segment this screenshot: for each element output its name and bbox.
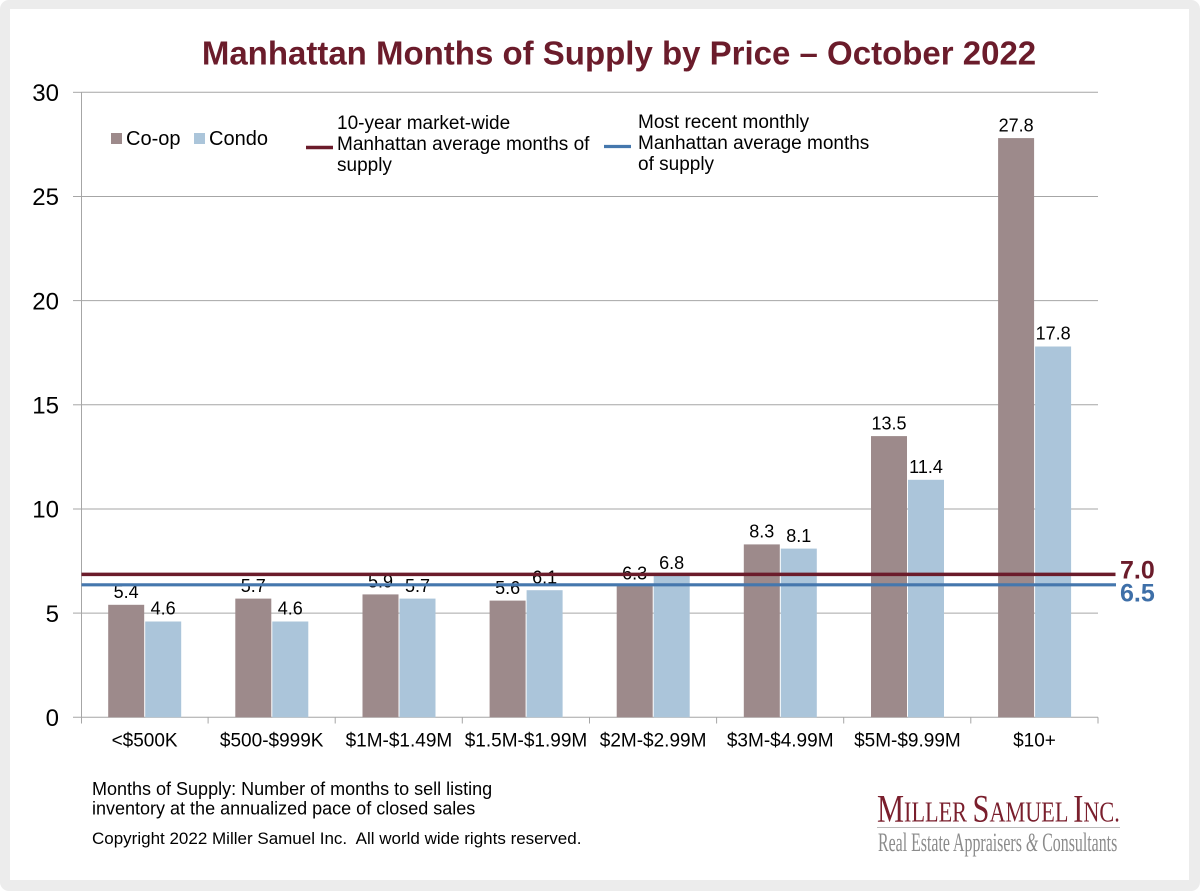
svg-text:0: 0	[46, 705, 59, 732]
svg-text:11.4: 11.4	[909, 457, 943, 477]
svg-text:20: 20	[32, 288, 59, 315]
svg-text:17.8: 17.8	[1036, 324, 1071, 344]
svg-text:$10+: $10+	[1013, 731, 1056, 752]
svg-text:30: 30	[32, 80, 59, 107]
svg-text:8.1: 8.1	[786, 526, 811, 546]
svg-text:$500-$999K: $500-$999K	[220, 731, 324, 752]
svg-text:8.3: 8.3	[749, 522, 774, 542]
svg-text:27.8: 27.8	[999, 115, 1034, 135]
svg-text:$3M-$4.99M: $3M-$4.99M	[727, 731, 834, 752]
svg-text:supply: supply	[337, 155, 392, 176]
svg-text:7.0: 7.0	[1120, 557, 1155, 585]
svg-text:Real Estate Appraisers & Consu: Real Estate Appraisers & Consultants	[878, 828, 1117, 857]
svg-text:5.4: 5.4	[114, 582, 139, 602]
svg-text:Months of Supply: Number of mo: Months of Supply: Number of months to se…	[92, 779, 492, 799]
svg-text:Manhattan average months of: Manhattan average months of	[337, 134, 590, 155]
svg-text:5: 5	[46, 601, 59, 628]
svg-text:<$500K: <$500K	[112, 731, 178, 752]
svg-text:$1.5M-$1.99M: $1.5M-$1.99M	[465, 731, 588, 752]
svg-text:13.5: 13.5	[871, 413, 906, 433]
svg-text:6.8: 6.8	[659, 553, 684, 573]
svg-text:of supply: of supply	[638, 154, 715, 175]
svg-text:6.5: 6.5	[1120, 580, 1155, 608]
svg-text:5.6: 5.6	[495, 578, 520, 598]
svg-text:MILLER SAMUEL INC.: MILLER SAMUEL INC.	[877, 787, 1120, 830]
svg-text:6.1: 6.1	[532, 567, 557, 587]
svg-text:Manhattan Months of Supply by: Manhattan Months of Supply by Price – Oc…	[202, 35, 1036, 72]
svg-text:Copyright 2022 Miller Samuel I: Copyright 2022 Miller Samuel Inc. All wo…	[92, 829, 581, 848]
svg-text:10-year market-wide: 10-year market-wide	[337, 113, 510, 134]
svg-text:Manhattan average months: Manhattan average months	[638, 133, 869, 154]
svg-text:25: 25	[32, 184, 59, 211]
svg-text:$5M-$9.99M: $5M-$9.99M	[854, 731, 961, 752]
svg-text:Co-op: Co-op	[126, 128, 180, 150]
svg-text:10: 10	[32, 497, 59, 524]
svg-text:4.6: 4.6	[278, 599, 303, 619]
svg-text:5.9: 5.9	[368, 572, 393, 592]
svg-text:$2M-$2.99M: $2M-$2.99M	[600, 731, 707, 752]
svg-text:Most recent monthly: Most recent monthly	[638, 112, 810, 133]
svg-text:4.6: 4.6	[151, 599, 176, 619]
svg-text:inventory at the annualized pa: inventory at the annualized pace of clos…	[92, 799, 475, 819]
svg-text:$1M-$1.49M: $1M-$1.49M	[346, 731, 453, 752]
svg-text:Condo: Condo	[209, 128, 268, 150]
svg-text:15: 15	[32, 393, 59, 420]
